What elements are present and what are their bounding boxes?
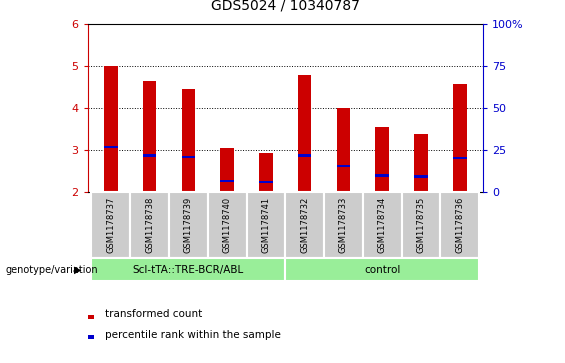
Bar — [104, 66, 118, 192]
Text: GSM1178740: GSM1178740 — [223, 197, 232, 253]
Bar — [220, 148, 234, 192]
Bar — [285, 192, 324, 258]
Text: Scl-tTA::TRE-BCR/ABL: Scl-tTA::TRE-BCR/ABL — [133, 265, 244, 274]
Text: GSM1178737: GSM1178737 — [106, 197, 115, 253]
Bar — [376, 127, 389, 192]
Text: GDS5024 / 10340787: GDS5024 / 10340787 — [211, 0, 360, 13]
Bar — [92, 192, 130, 258]
Bar — [143, 81, 157, 192]
Bar — [143, 154, 157, 157]
Text: percentile rank within the sample: percentile rank within the sample — [105, 330, 281, 340]
Bar — [285, 258, 479, 281]
Bar — [246, 192, 285, 258]
Bar — [453, 83, 467, 192]
Bar — [337, 108, 350, 192]
Bar — [181, 156, 195, 158]
Bar — [130, 192, 169, 258]
Bar — [208, 192, 246, 258]
Bar — [259, 153, 273, 192]
Text: GSM1178739: GSM1178739 — [184, 197, 193, 253]
Bar — [88, 315, 94, 319]
Bar — [324, 192, 363, 258]
Bar — [298, 75, 311, 192]
Text: ▶: ▶ — [75, 265, 82, 274]
Text: transformed count: transformed count — [105, 309, 203, 319]
Text: GSM1178735: GSM1178735 — [416, 197, 425, 253]
Bar — [259, 180, 273, 183]
Bar — [104, 146, 118, 148]
Bar — [453, 156, 467, 159]
Bar — [441, 192, 479, 258]
Text: GSM1178733: GSM1178733 — [339, 197, 348, 253]
Text: GSM1178734: GSM1178734 — [378, 197, 387, 253]
Bar — [402, 192, 441, 258]
Text: GSM1178738: GSM1178738 — [145, 197, 154, 253]
Text: GSM1178741: GSM1178741 — [262, 197, 271, 253]
Text: GSM1178736: GSM1178736 — [455, 197, 464, 253]
Bar — [92, 258, 285, 281]
Bar — [376, 174, 389, 177]
Bar — [414, 175, 428, 178]
Text: genotype/variation: genotype/variation — [6, 265, 98, 274]
Bar — [88, 335, 94, 339]
Bar — [169, 192, 208, 258]
Bar — [298, 154, 311, 156]
Bar — [337, 165, 350, 167]
Bar — [181, 89, 195, 192]
Bar — [220, 180, 234, 182]
Text: control: control — [364, 265, 401, 274]
Text: GSM1178732: GSM1178732 — [300, 197, 309, 253]
Bar — [414, 134, 428, 192]
Bar — [363, 192, 402, 258]
